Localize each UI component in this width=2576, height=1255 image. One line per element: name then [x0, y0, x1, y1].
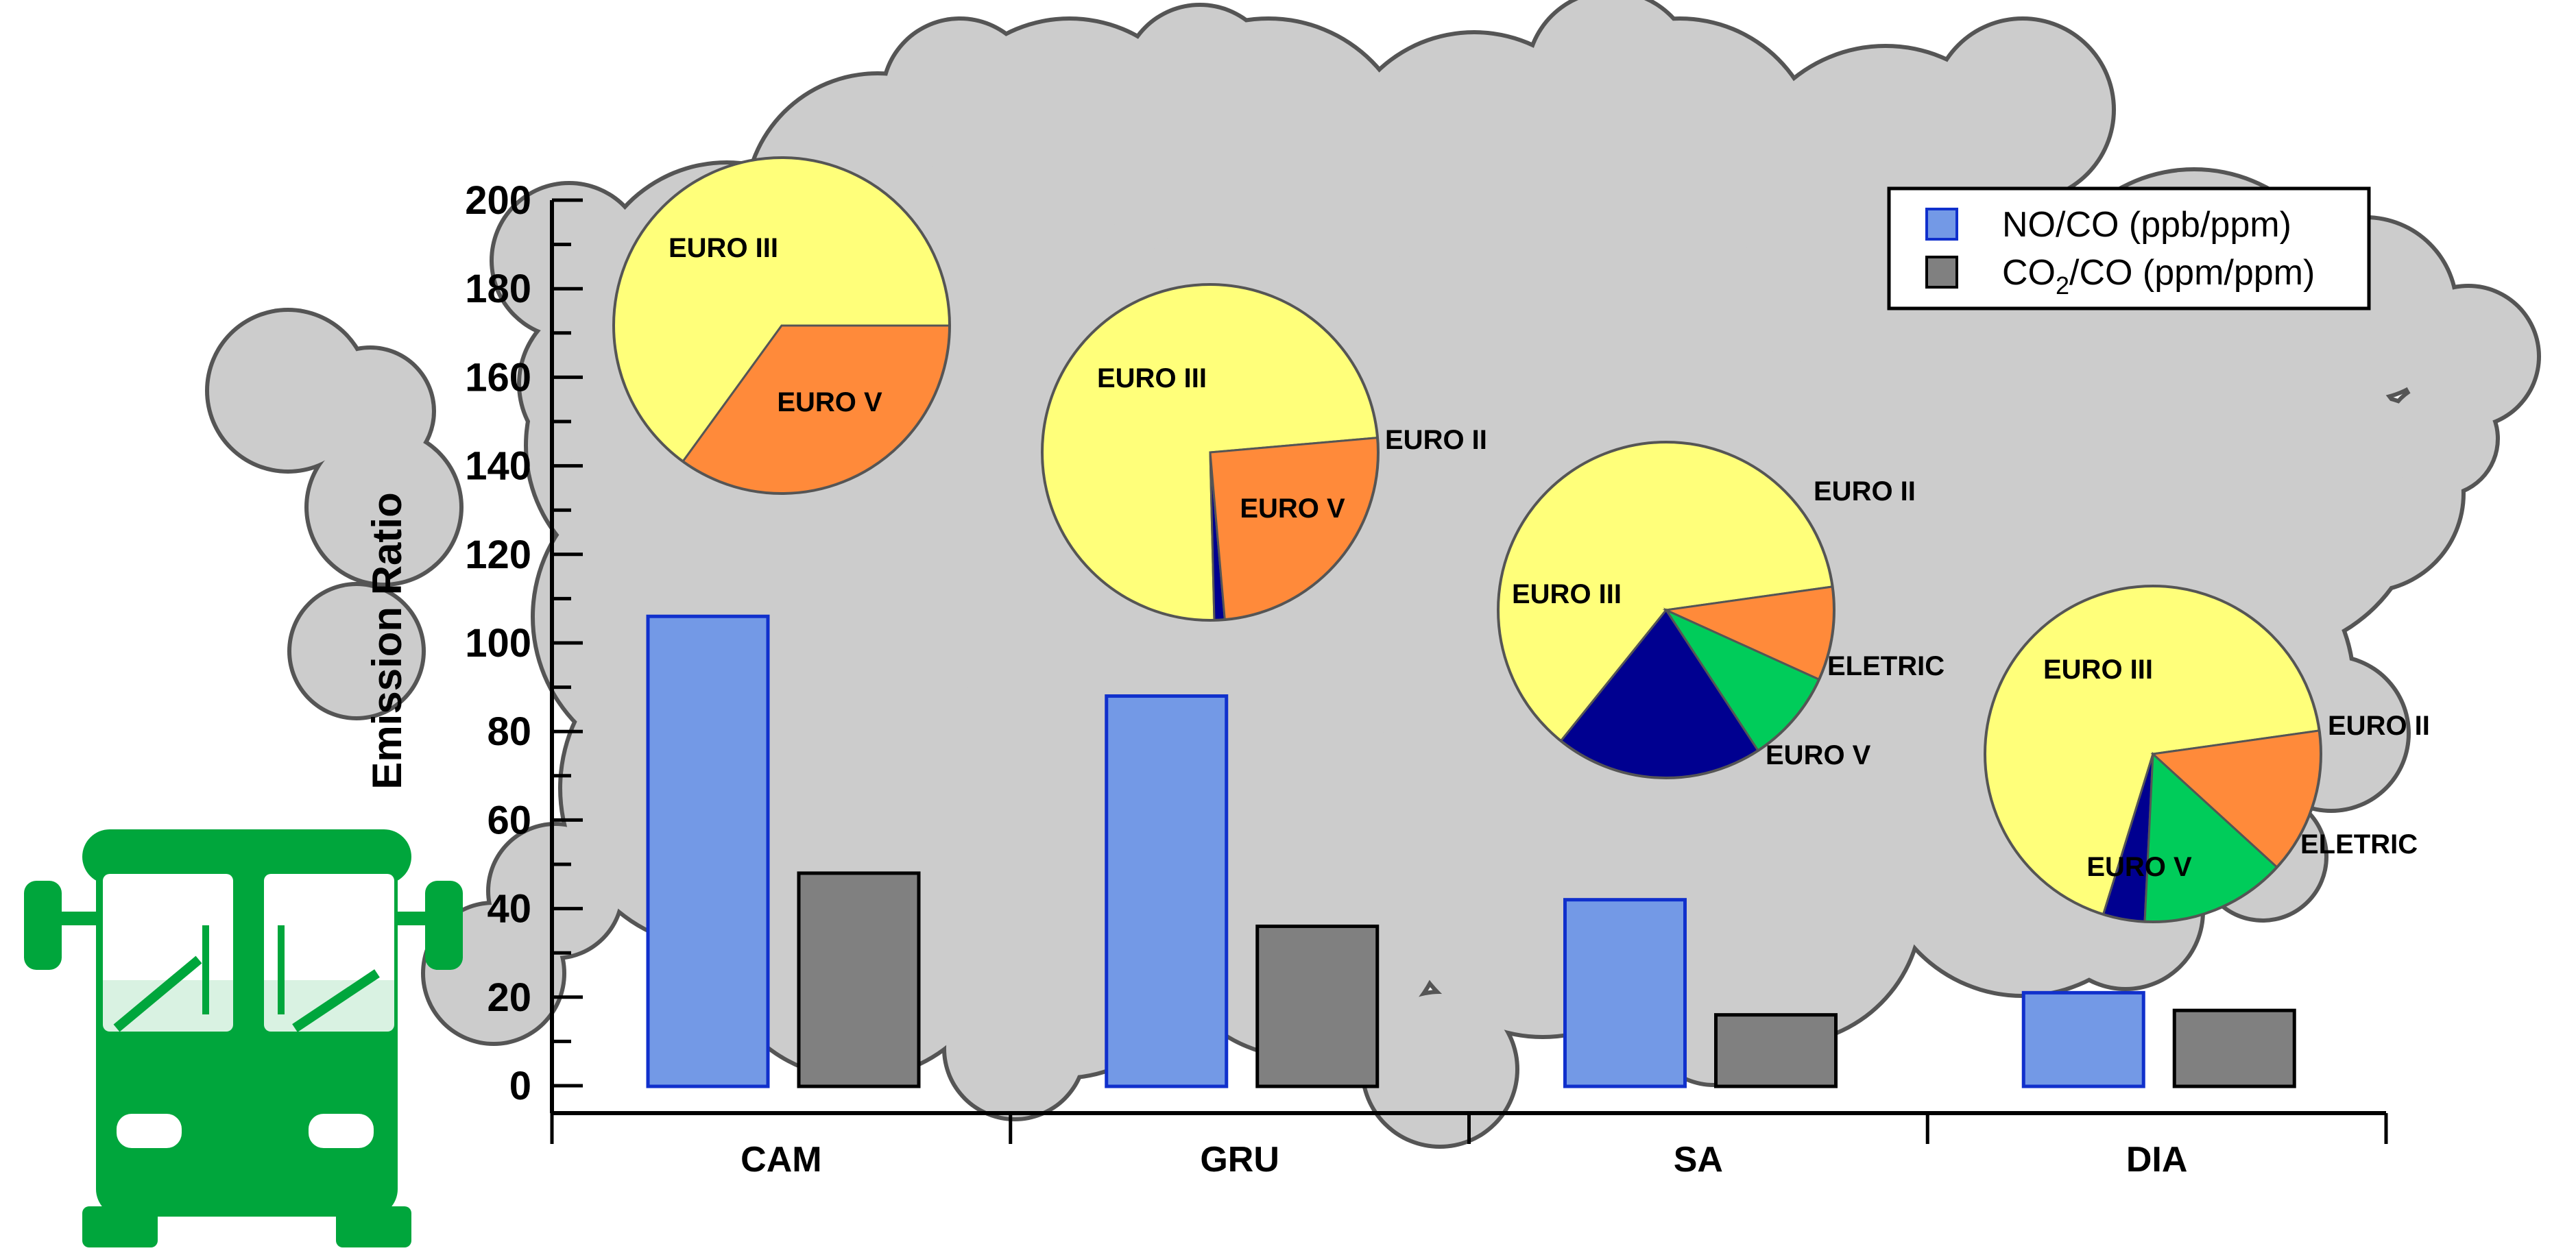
pie-dia: EURO III EURO II ELETRIC EURO V	[1984, 585, 2430, 923]
y-tick-label: 20	[487, 975, 531, 1020]
x-category-label: DIA	[2126, 1140, 2188, 1180]
pie-gru: EURO III EURO II EURO V	[1041, 283, 1487, 622]
bar-gru-series-1	[1255, 924, 1380, 1088]
pie-label-euro-ii: EURO II	[2328, 711, 2430, 741]
pie-cam: EURO III EURO V	[612, 156, 951, 495]
pie-label-euro-v: EURO V	[2086, 852, 2192, 882]
y-tick-label: 160	[465, 355, 531, 400]
pie-label-euro-iii: EURO III	[669, 233, 778, 263]
pie-outline	[1041, 283, 1380, 622]
y-tick-label: 120	[465, 533, 531, 577]
pie-outline	[1497, 441, 1835, 779]
pie-label-euro-v: EURO V	[1766, 740, 1871, 770]
y-tick-label: 200	[465, 178, 531, 223]
legend: NO/CO (ppb/ppm) CO2/CO (ppm/ppm)	[1887, 186, 2371, 310]
pie-label-euro-v: EURO V	[777, 387, 882, 417]
bar-dia-series-1	[2172, 1008, 2296, 1088]
bars	[646, 614, 2296, 1088]
legend-label-co2-co: CO2/CO (ppm/ppm)	[2002, 253, 2315, 300]
pie-label-euro-iii: EURO III	[1512, 579, 1622, 609]
x-category-label: GRU	[1200, 1140, 1279, 1180]
legend-label-no-co: NO/CO (ppb/ppm)	[2002, 205, 2291, 245]
pie-label-euro-v: EURO V	[1240, 494, 1345, 524]
y-tick-label: 80	[487, 709, 531, 754]
y-tick-label: 140	[465, 444, 531, 489]
bar-dia-series-0	[2021, 990, 2145, 1088]
bar-gru-series-0	[1105, 694, 1229, 1088]
pie-label-euro-iii: EURO III	[1097, 363, 1207, 393]
bar-sa-series-1	[1714, 1013, 1838, 1088]
x-category-label: SA	[1674, 1140, 1723, 1180]
pie-outline	[612, 156, 951, 495]
pie-label-euro-iii: EURO III	[2043, 655, 2153, 685]
bar-cam-series-1	[797, 871, 921, 1088]
legend-swatch-co2-co	[1925, 256, 1958, 289]
y-axis-title: Emission Ratio	[364, 492, 410, 789]
y-tick-label: 60	[487, 798, 531, 842]
pie-sa: EURO III EURO II ELETRIC EURO V	[1497, 441, 1945, 779]
y-tick-label: 40	[487, 887, 531, 931]
bar-cam-series-0	[646, 614, 770, 1088]
bar-sa-series-0	[1563, 898, 1687, 1088]
axes: 0 20 40 60 80 100 120 140 160 180 200 CAM GRU SA DIA	[465, 178, 2388, 1180]
x-category-label: CAM	[741, 1140, 821, 1180]
pie-label-euro-ii: EURO II	[1385, 425, 1487, 455]
pie-outline	[1984, 585, 2322, 923]
pie-label-euro-ii: EURO II	[1814, 476, 1916, 507]
legend-swatch-no-co	[1925, 208, 1958, 241]
pie-label-eletric: ELETRIC	[1827, 651, 1945, 681]
bus-icon	[24, 829, 463, 1247]
y-tick-label: 0	[509, 1064, 531, 1108]
pie-label-eletric: ELETRIC	[2300, 829, 2418, 860]
y-tick-label: 100	[465, 621, 531, 666]
y-tick-label: 180	[465, 267, 531, 311]
